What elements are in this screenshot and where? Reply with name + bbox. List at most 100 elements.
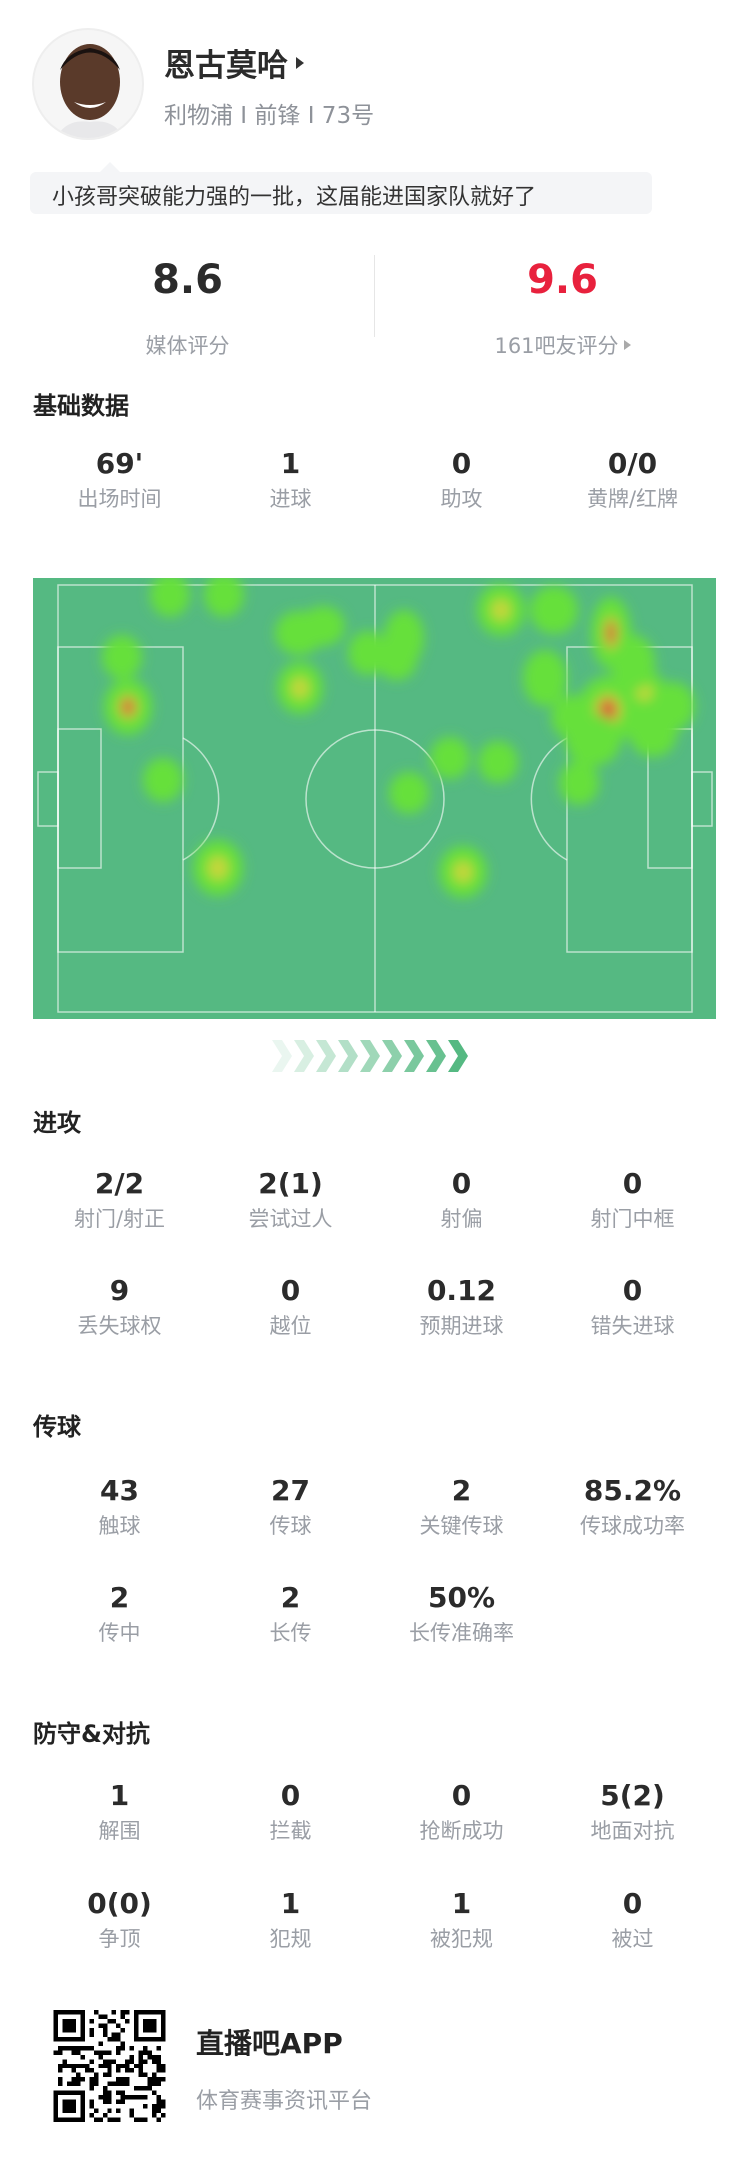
stat-cell: 43 触球 [34,1474,205,1540]
media-score: 8.6 [152,257,223,303]
stat-cell: 0 错失进球 [547,1274,718,1340]
chevron-right-icon [316,1040,336,1072]
heat-spot-hot [606,620,616,646]
stat-value: 0 [622,1167,643,1200]
stats-row: 1 解围 0 拦截 0 抢断成功 5(2) 地面对抗 [34,1779,718,1845]
chevron-right-icon [360,1040,380,1072]
chevron-right-icon [294,1040,314,1072]
media-label: 媒体评分 [145,334,230,358]
heat-spot [204,578,244,617]
stat-value: 50% [427,1581,496,1614]
stat-label: 进球 [269,487,312,511]
stat-cell: 50% 长传准确率 [376,1581,547,1647]
stat-value: 0 [451,447,472,480]
stat-cell: 0 抢断成功 [376,1779,547,1845]
stat-label: 关键传球 [419,1514,504,1538]
stat-value: 2(1) [258,1167,323,1200]
stat-label: 长传 [269,1621,312,1645]
heat-spot [377,640,417,680]
stat-label: 尝试过人 [248,1207,333,1231]
stat-value: 1 [109,1779,130,1812]
caret-right-icon [623,340,631,350]
fan-score: 9.6 [527,257,598,303]
stat-label: 黄牌/红牌 [586,487,679,511]
heat-spot-core [291,677,309,699]
qr-code-icon [53,2010,166,2122]
stat-label: 助攻 [440,487,483,511]
stats-row: 0(0) 争顶 1 犯规 1 被犯规 0 被过 [34,1887,718,1953]
heat-spot [565,714,621,766]
heat-spot [478,741,518,783]
stat-value: 43 [100,1474,139,1507]
heat-spot-hot [599,698,617,722]
stat-cell: 0(0) 争顶 [34,1887,205,1953]
player-avatar[interactable] [32,28,144,140]
stat-cell: 1 进球 [205,447,376,513]
stat-value: 2/2 [94,1167,145,1200]
media-rating: 8.6 媒体评分 [0,258,375,360]
stat-label: 地面对抗 [590,1819,675,1843]
stat-value: 9 [109,1274,130,1307]
left-goal [37,771,59,827]
player-name-link[interactable]: 恩古莫哈 [164,40,304,85]
stat-value: 1 [280,1887,301,1920]
stat-label: 争顶 [98,1927,141,1951]
stat-label: 传中 [98,1621,141,1645]
attack-direction-chevrons-right-icon [272,1040,468,1072]
stats-row: 43 触球 27 传球 2 关键传球 85.2% 传球成功率 [34,1474,718,1540]
stat-cell: 0 助攻 [376,447,547,513]
stat-value: 0 [622,1887,643,1920]
heat-spot [430,737,470,779]
app-name: 直播吧APP [196,2027,343,2060]
heat-spot-hot [121,698,135,716]
fan-label: 161吧友评分 [494,334,619,358]
stat-label: 越位 [269,1314,312,1338]
stat-label: 长传准确率 [409,1621,514,1645]
stat-cell: 2/2 射门/射正 [34,1167,205,1233]
stat-cell: 0 被过 [547,1887,718,1953]
section-title-attack: 进攻 [33,1109,81,1137]
stat-label: 被过 [611,1927,654,1951]
heat-layer [102,578,695,898]
stat-label: 射偏 [440,1207,483,1231]
heat-spot [102,635,142,679]
stat-cell: 69' 出场时间 [34,447,205,513]
player-photo-icon [55,44,125,138]
stat-cell: 0 射门中框 [547,1167,718,1233]
stat-value: 85.2% [583,1474,682,1507]
stats-row: 2/2 射门/射正 2(1) 尝试过人 0 射偏 0 射门中框 [34,1167,718,1233]
heat-spot-core [207,856,229,880]
heat-spot [611,635,655,691]
app-slogan: 体育赛事资讯平台 [196,2089,373,2114]
chevron-right-icon [338,1040,358,1072]
center-circle [305,729,445,869]
stat-label: 拦截 [269,1819,312,1843]
stat-cell: 1 解围 [34,1779,205,1845]
fan-rating[interactable]: 9.6 161吧友评分 [375,258,750,360]
heat-spot-core [453,861,473,883]
stat-value: 1 [280,447,301,480]
stat-value: 2 [109,1581,130,1614]
heat-spot [389,772,429,814]
stat-cell: 2 长传 [205,1581,376,1647]
heat-spot [143,758,183,802]
stat-value: 0/0 [607,447,658,480]
heat-spot [150,578,190,617]
heatmap-pitch [33,578,716,1019]
stat-cell: 5(2) 地面对抗 [547,1779,718,1845]
stat-value: 0(0) [87,1887,152,1920]
stat-cell: 2 传中 [34,1581,205,1647]
stat-value: 2 [280,1581,301,1614]
right-penalty-arc [530,737,568,861]
stat-label: 传球 [269,1514,312,1538]
section-title-defense: 防守&对抗 [33,1720,150,1748]
right-goal [691,771,713,827]
stat-cell: 85.2% 传球成功率 [547,1474,718,1540]
section-title-basic: 基础数据 [33,392,129,420]
stat-label: 解围 [98,1819,141,1843]
stat-value: 0 [451,1167,472,1200]
stat-value: 0.12 [426,1274,497,1307]
stat-value: 5(2) [600,1779,665,1812]
chevron-right-icon [272,1040,292,1072]
stat-label: 射门/射正 [73,1207,166,1231]
